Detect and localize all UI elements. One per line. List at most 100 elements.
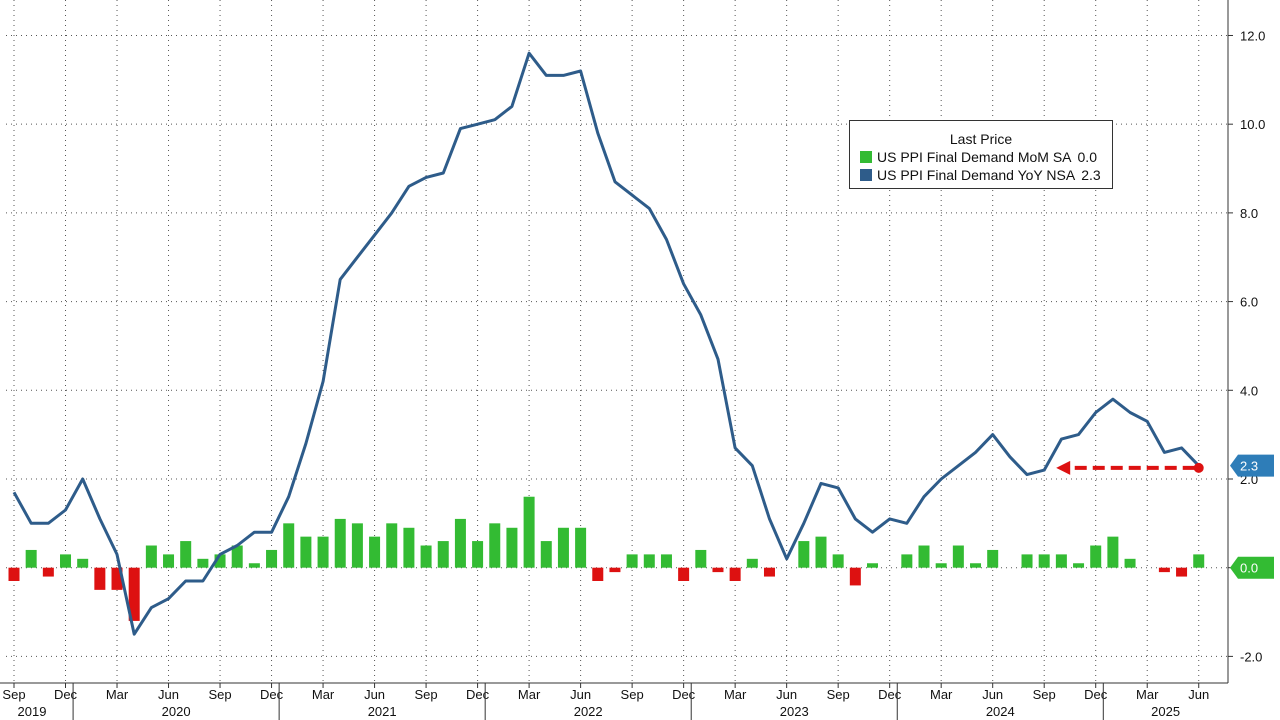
x-month-label-23: Jun [1188,687,1209,702]
bar-mom-60 [1038,554,1050,568]
x-month-label-7: Jun [364,687,385,702]
bar-mom-42 [729,567,741,581]
bar-mom-30 [523,496,535,568]
bar-mom-1 [25,549,37,568]
legend-value-mom: 0.0 [1077,149,1097,165]
bar-mom-3 [60,554,72,568]
x-month-label-17: Dec [878,687,902,702]
x-month-label-22: Mar [1136,687,1159,702]
bar-mom-50 [867,563,878,568]
bar-mom-32 [557,527,569,568]
x-year-label-5: 2024 [986,704,1015,719]
legend-entry-yoy: US PPI Final Demand YoY NSA 2.3 [850,166,1112,184]
bar-mom-43 [746,558,758,568]
bar-mom-7 [128,567,140,621]
bar-mom-44 [763,567,775,577]
bar-mom-49 [849,567,861,586]
bar-mom-20 [351,523,363,568]
bar-mom-11 [197,558,209,568]
bar-mom-39 [678,567,690,581]
bar-mom-67 [1158,567,1170,573]
x-month-label-16: Sep [827,687,850,702]
bar-mom-62 [1073,563,1085,568]
legend-title: Last Price [949,131,1013,147]
x-month-label-20: Sep [1033,687,1056,702]
bar-mom-38 [660,554,672,568]
bar-mom-8 [145,545,157,568]
x-month-label-5: Dec [260,687,284,702]
bar-mom-9 [163,554,175,568]
x-month-label-18: Mar [930,687,953,702]
x-month-label-15: Jun [776,687,797,702]
bar-mom-57 [987,549,999,568]
bar-mom-18 [317,536,329,568]
bar-mom-28 [489,523,501,568]
x-month-label-4: Sep [208,687,231,702]
x-year-label-0: 2019 [18,704,47,719]
bar-mom-16 [283,523,295,568]
annotation-layer [1056,460,1204,475]
y-tick-label-3: 4.0 [1240,383,1258,398]
last-value-tag-0 [1230,454,1274,477]
bar-mom-68 [1176,567,1188,577]
bar-mom-63 [1090,545,1102,568]
x-month-label-2: Mar [106,687,129,702]
y-tick-label-0: -2.0 [1240,649,1262,664]
x-month-label-9: Dec [466,687,490,702]
x-year-label-4: 2023 [780,704,809,719]
bar-mom-24 [420,545,432,568]
x-year-label-2: 2021 [368,704,397,719]
y-tick-label-4: 6.0 [1240,295,1258,310]
bar-mom-37 [643,554,655,568]
x-month-label-8: Sep [415,687,438,702]
bar-mom-5 [94,567,106,590]
last-value-text-0: 2.3 [1240,459,1258,474]
bar-mom-56 [970,563,982,568]
bar-mom-40 [695,549,707,568]
bar-mom-25 [437,541,449,568]
bar-mom-69 [1193,554,1205,568]
legend-label-mom: US PPI Final Demand MoM SA [877,149,1072,165]
legend-entry-mom: US PPI Final Demand MoM SA 0.0 [850,148,1112,166]
bar-mom-27 [472,541,484,568]
bar-mom-61 [1055,554,1067,568]
legend-label-yoy: US PPI Final Demand YoY NSA [877,167,1076,183]
x-year-label-1: 2020 [162,704,191,719]
legend-swatch-mom [860,151,872,163]
bar-mom-48 [832,554,844,568]
y-tick-label-7: 12.0 [1240,28,1265,43]
bar-mom-19 [334,518,346,568]
bar-mom-59 [1021,554,1033,568]
annotation-arrow-head [1056,460,1071,475]
x-month-label-1: Dec [54,687,78,702]
x-month-label-14: Mar [724,687,747,702]
x-month-label-13: Dec [672,687,696,702]
bar-mom-17 [300,536,312,568]
x-month-label-21: Dec [1084,687,1108,702]
bar-mom-13 [231,545,243,568]
bar-mom-21 [369,536,381,568]
x-month-label-12: Sep [621,687,644,702]
bar-mom-22 [386,523,398,568]
bar-mom-55 [952,545,964,568]
bar-mom-2 [42,567,54,577]
annotation-arrow-dot [1193,462,1204,473]
x-month-label-3: Jun [158,687,179,702]
bar-mom-29 [506,527,518,568]
bar-mom-41 [712,567,724,573]
bar-mom-35 [609,567,621,573]
bar-mom-34 [592,567,604,581]
x-year-label-3: 2022 [574,704,603,719]
bar-mom-47 [815,536,827,568]
bar-mom-65 [1124,558,1136,568]
x-month-label-10: Mar [518,687,541,702]
legend: Last Price US PPI Final Demand MoM SA 0.… [849,120,1113,189]
bar-mom-10 [180,541,192,568]
x-month-label-11: Jun [570,687,591,702]
y-tick-label-6: 10.0 [1240,117,1265,132]
x-month-label-6: Mar [312,687,335,702]
bar-layer [8,496,1205,621]
bar-mom-53 [918,545,930,568]
bar-mom-54 [935,563,947,568]
